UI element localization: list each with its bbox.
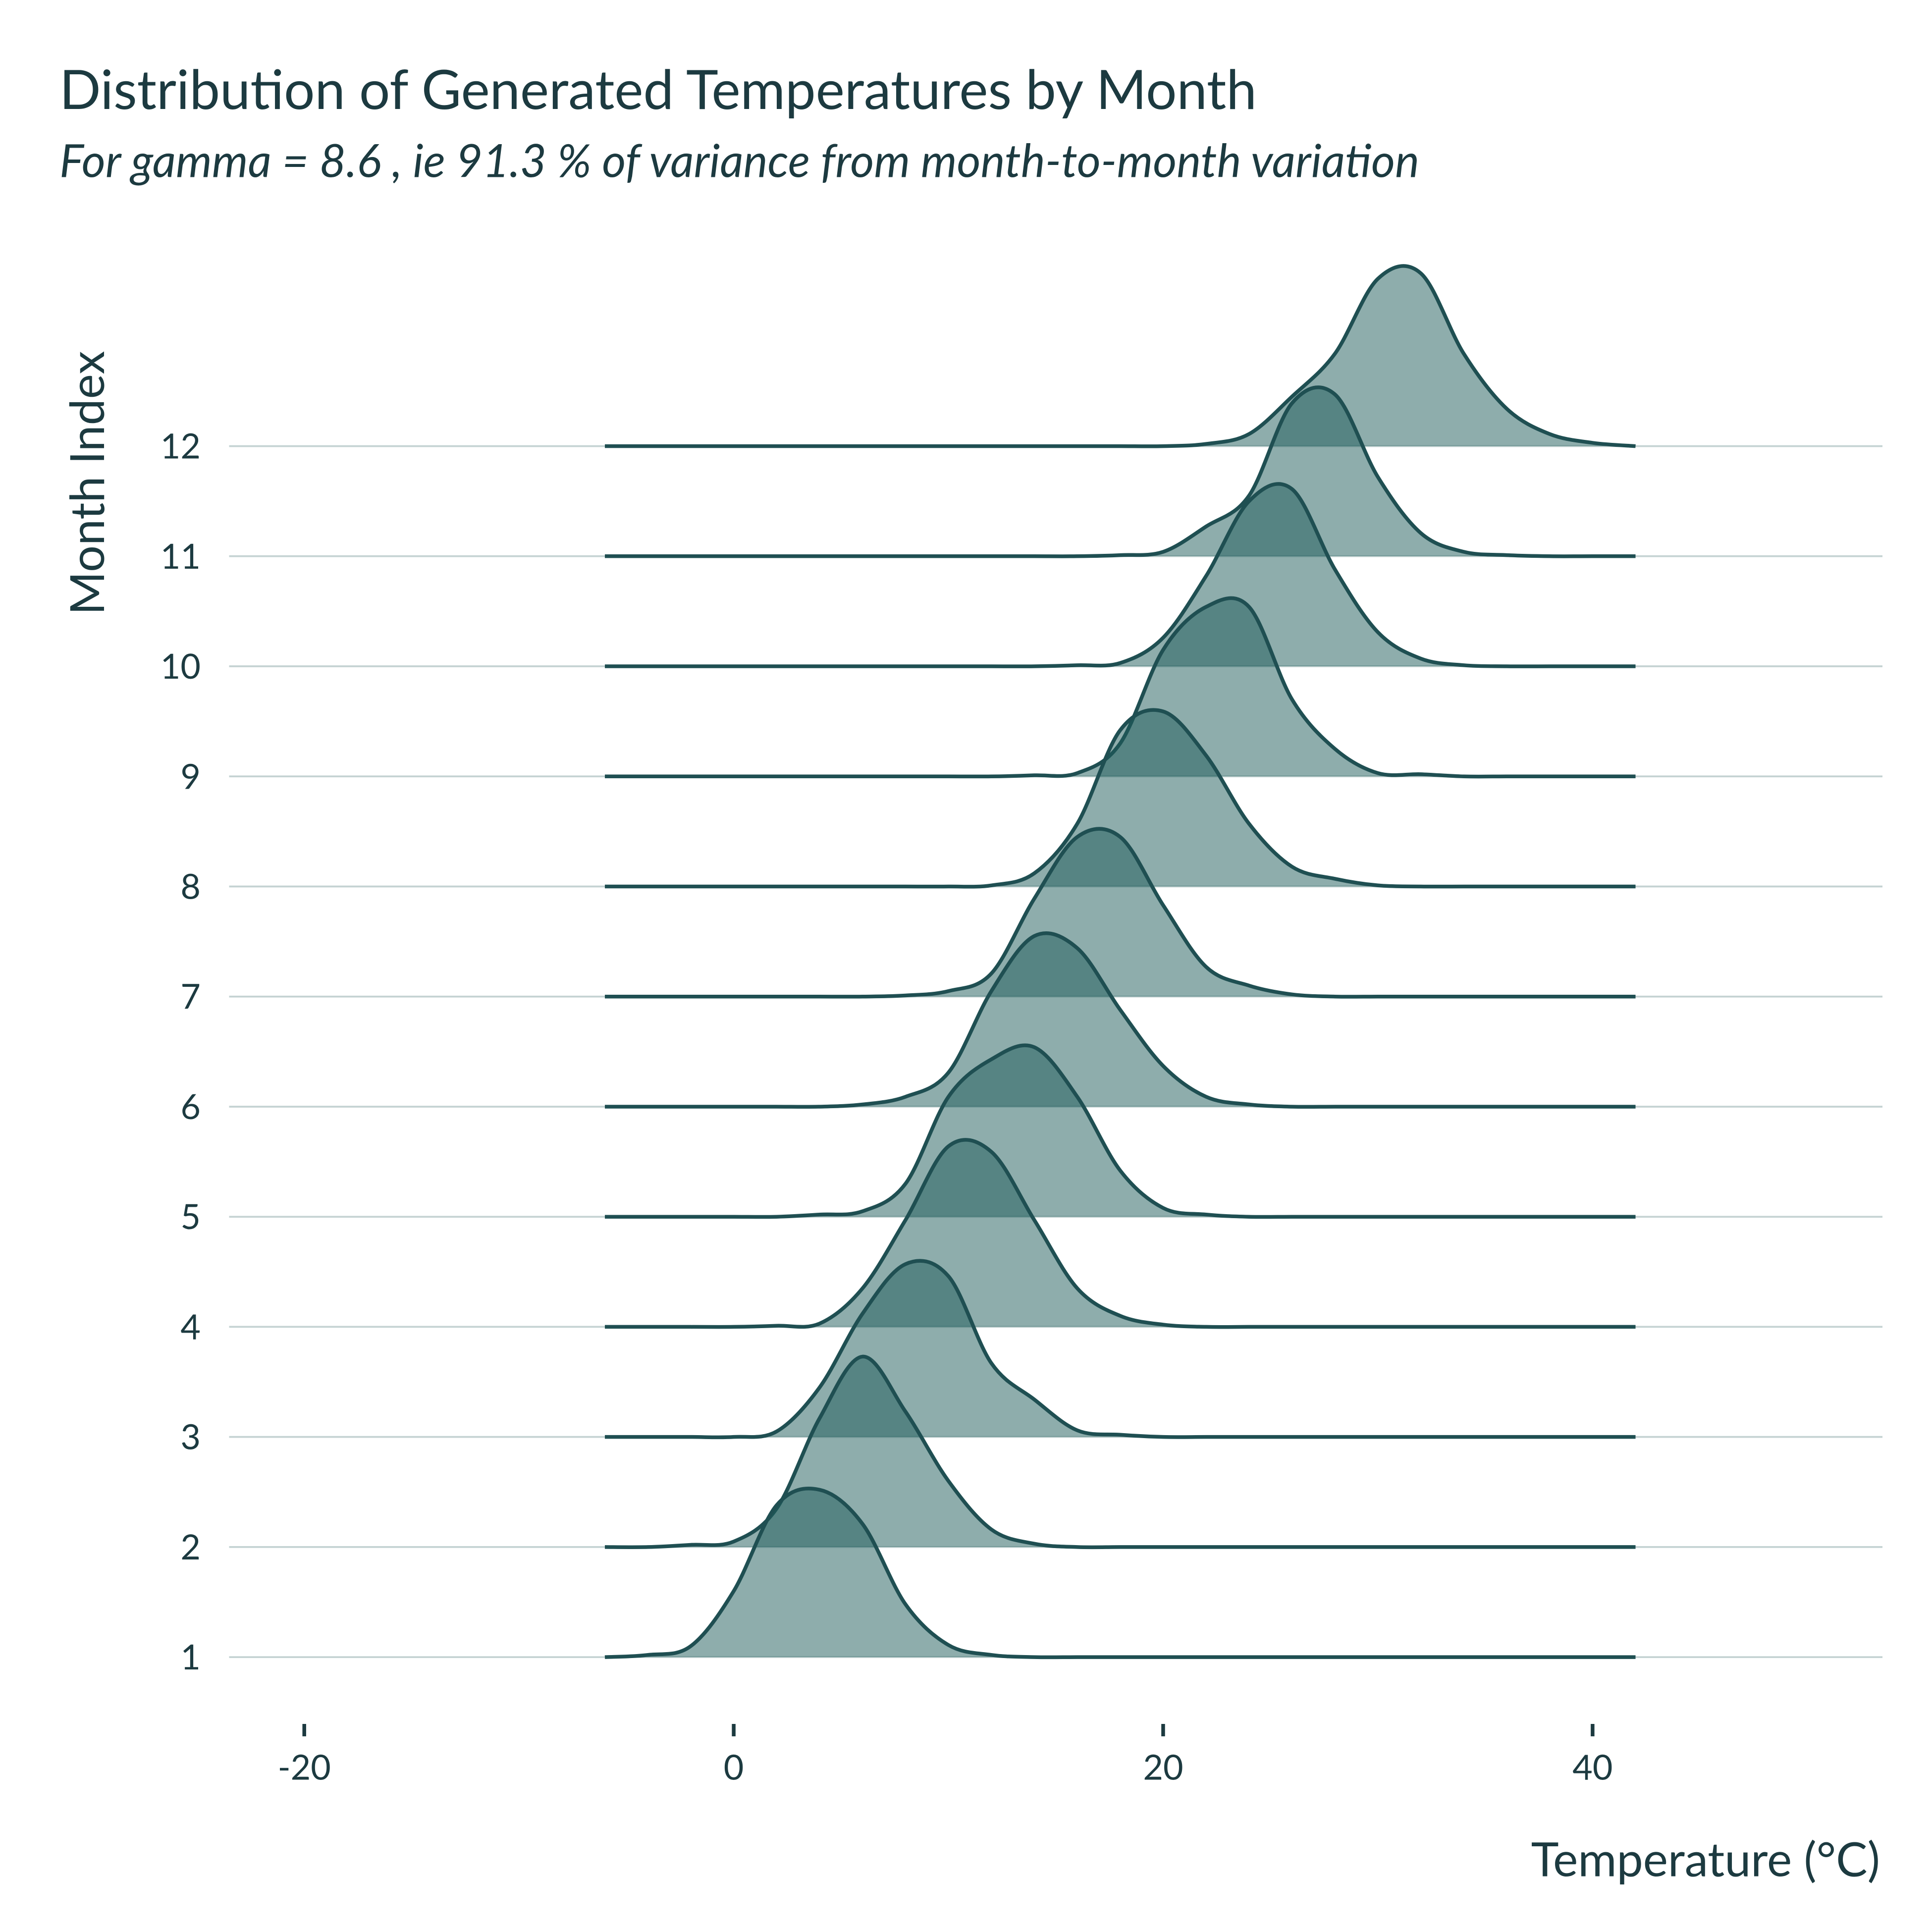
x-tick-label: 20 — [1143, 1746, 1183, 1787]
y-axis-label: Month Index — [58, 351, 114, 615]
y-tick-label: 4 — [180, 1305, 201, 1346]
ridge-area — [605, 1261, 1636, 1438]
ridge-area — [605, 933, 1636, 1107]
ridge-area — [605, 1045, 1636, 1217]
chart-title: Distribution of Generated Temperatures b… — [59, 55, 1257, 121]
ridge-area — [605, 829, 1636, 997]
y-tick-label: 11 — [161, 535, 201, 576]
y-tick-label: 5 — [180, 1195, 201, 1236]
x-tick-label: 40 — [1572, 1746, 1612, 1787]
y-tick-label: 7 — [180, 975, 201, 1017]
ridge-line — [605, 931, 1636, 1109]
ridge-line — [605, 596, 1636, 779]
ridge-line — [605, 385, 1636, 558]
ridge-area — [605, 266, 1636, 446]
y-tick-label: 2 — [180, 1525, 201, 1567]
x-axis-label: Temperature (°C) — [1531, 1830, 1880, 1887]
ridge-area — [605, 1356, 1636, 1548]
y-tick-label: 1 — [180, 1635, 201, 1677]
x-tick-label: 0 — [724, 1746, 744, 1787]
ridge-area — [605, 483, 1636, 667]
ridge-line — [605, 1043, 1636, 1219]
ridge-area — [605, 1488, 1636, 1658]
y-tick-label: 9 — [180, 754, 201, 796]
ridge-line — [605, 827, 1636, 999]
y-tick-label: 12 — [161, 425, 201, 466]
ridge-area — [605, 387, 1636, 556]
ridge-line — [605, 708, 1636, 889]
y-tick-label: 3 — [180, 1415, 201, 1457]
ridge-line — [604, 1487, 1636, 1660]
x-tick-label: -20 — [278, 1746, 331, 1787]
y-tick-label: 8 — [180, 865, 201, 907]
ridge-line — [605, 482, 1636, 668]
ridge-line — [605, 1354, 1636, 1550]
ridge-area — [605, 710, 1636, 887]
ridge-line — [605, 1138, 1636, 1329]
ridge-line — [605, 1259, 1636, 1440]
ridge-line — [605, 264, 1636, 448]
y-tick-label: 10 — [161, 644, 201, 686]
chart-subtitle: For gamma = 8.6 , ie 91.3 % of variance … — [59, 132, 1419, 187]
y-tick-label: 6 — [180, 1085, 201, 1127]
